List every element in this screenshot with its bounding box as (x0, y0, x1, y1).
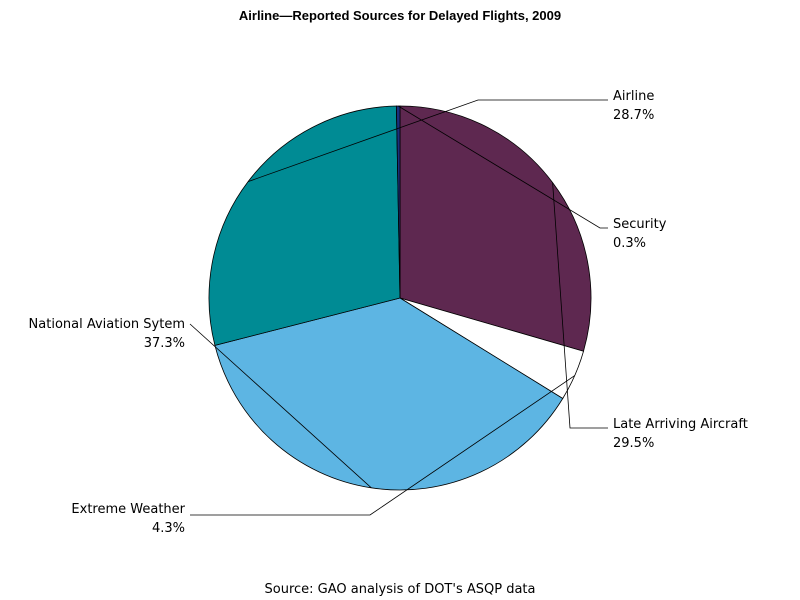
airline-label: Airline (613, 89, 654, 104)
leader-national-aviation (189, 323, 372, 489)
national-aviation-label: National Aviation Sytem (29, 317, 185, 332)
slice-label-security: Security 0.3% (613, 217, 667, 251)
slice-label-airline: Airline 28.7% (613, 89, 654, 123)
security-value: 0.3% (613, 236, 646, 251)
chart-title: Airline—Reported Sources for Delayed Fli… (239, 8, 561, 23)
leader-extreme-weather (190, 375, 575, 516)
security-label: Security (613, 217, 667, 232)
leader-security (397, 105, 608, 229)
pie-slice-airline (208, 105, 401, 346)
leader-airline (247, 99, 608, 182)
extreme-weather-label: Extreme Weather (71, 502, 185, 517)
airline-value: 28.7% (613, 108, 654, 123)
leader-lines (189, 99, 608, 516)
chart-source-note: Source: GAO analysis of DOT's ASQP data (265, 582, 536, 597)
slice-label-national-aviation: National Aviation Sytem 37.3% (29, 317, 185, 351)
pie-slices (208, 105, 592, 491)
late-arriving-value: 29.5% (613, 436, 654, 451)
national-aviation-value: 37.3% (144, 336, 185, 351)
slice-label-late-arriving: Late Arriving Aircraft 29.5% (613, 417, 748, 451)
slice-label-extreme-weather: Extreme Weather 4.3% (71, 502, 185, 536)
extreme-weather-value: 4.3% (152, 521, 185, 536)
leader-late-arriving (552, 182, 608, 429)
late-arriving-label: Late Arriving Aircraft (613, 417, 748, 432)
